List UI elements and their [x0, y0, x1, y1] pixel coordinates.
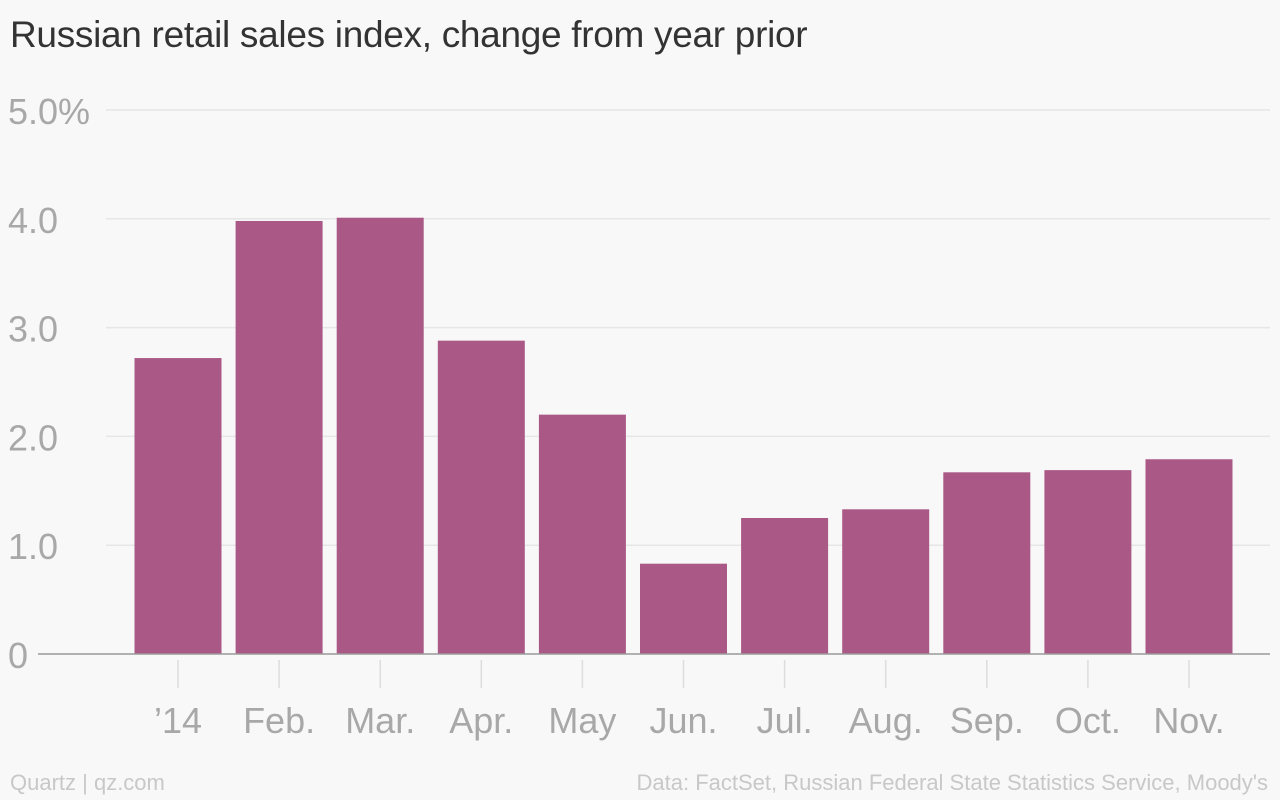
x-tick-label: Mar.: [345, 700, 415, 741]
x-tick-label: Aug.: [849, 700, 923, 741]
y-tick-label: 0: [8, 635, 28, 676]
bar: [842, 509, 930, 654]
bar: [336, 217, 424, 654]
x-tick-label: Feb.: [243, 700, 315, 741]
bar: [943, 472, 1031, 654]
x-tick-label: ’14: [154, 700, 202, 741]
x-tick-label: Jun.: [649, 700, 717, 741]
x-tick-label: Oct.: [1055, 700, 1121, 741]
x-tick-label: Apr.: [449, 700, 513, 741]
axes: [38, 653, 1270, 688]
bar: [640, 563, 727, 654]
bar: [741, 518, 829, 654]
bar: [134, 358, 222, 654]
bar: [1044, 470, 1132, 654]
bar: [1145, 459, 1233, 654]
bar: [538, 414, 626, 654]
x-tick-label: Sep.: [950, 700, 1024, 741]
y-tick-label: 5.0%: [8, 91, 90, 132]
footer-source: Data: FactSet, Russian Federal State Sta…: [636, 770, 1268, 795]
bar: [437, 340, 525, 654]
y-tick-label: 2.0: [8, 417, 58, 458]
footer-credit: Quartz | qz.com: [10, 770, 165, 795]
bars: [134, 217, 1233, 654]
chart-title: Russian retail sales index, change from …: [10, 14, 808, 55]
bar: [235, 220, 323, 654]
x-tick-label: May: [548, 700, 616, 741]
y-tick-label: 1.0: [8, 526, 58, 567]
x-tick-label: Jul.: [757, 700, 813, 741]
y-tick-label: 3.0: [8, 309, 58, 350]
tick-labels: 0 1.0 2.0 3.0 4.0 5.0% ’14 Feb. Mar. Apr. May Jun. J…: [8, 91, 1225, 741]
x-tick-label: Nov.: [1153, 700, 1224, 741]
y-tick-label: 4.0: [8, 200, 58, 241]
